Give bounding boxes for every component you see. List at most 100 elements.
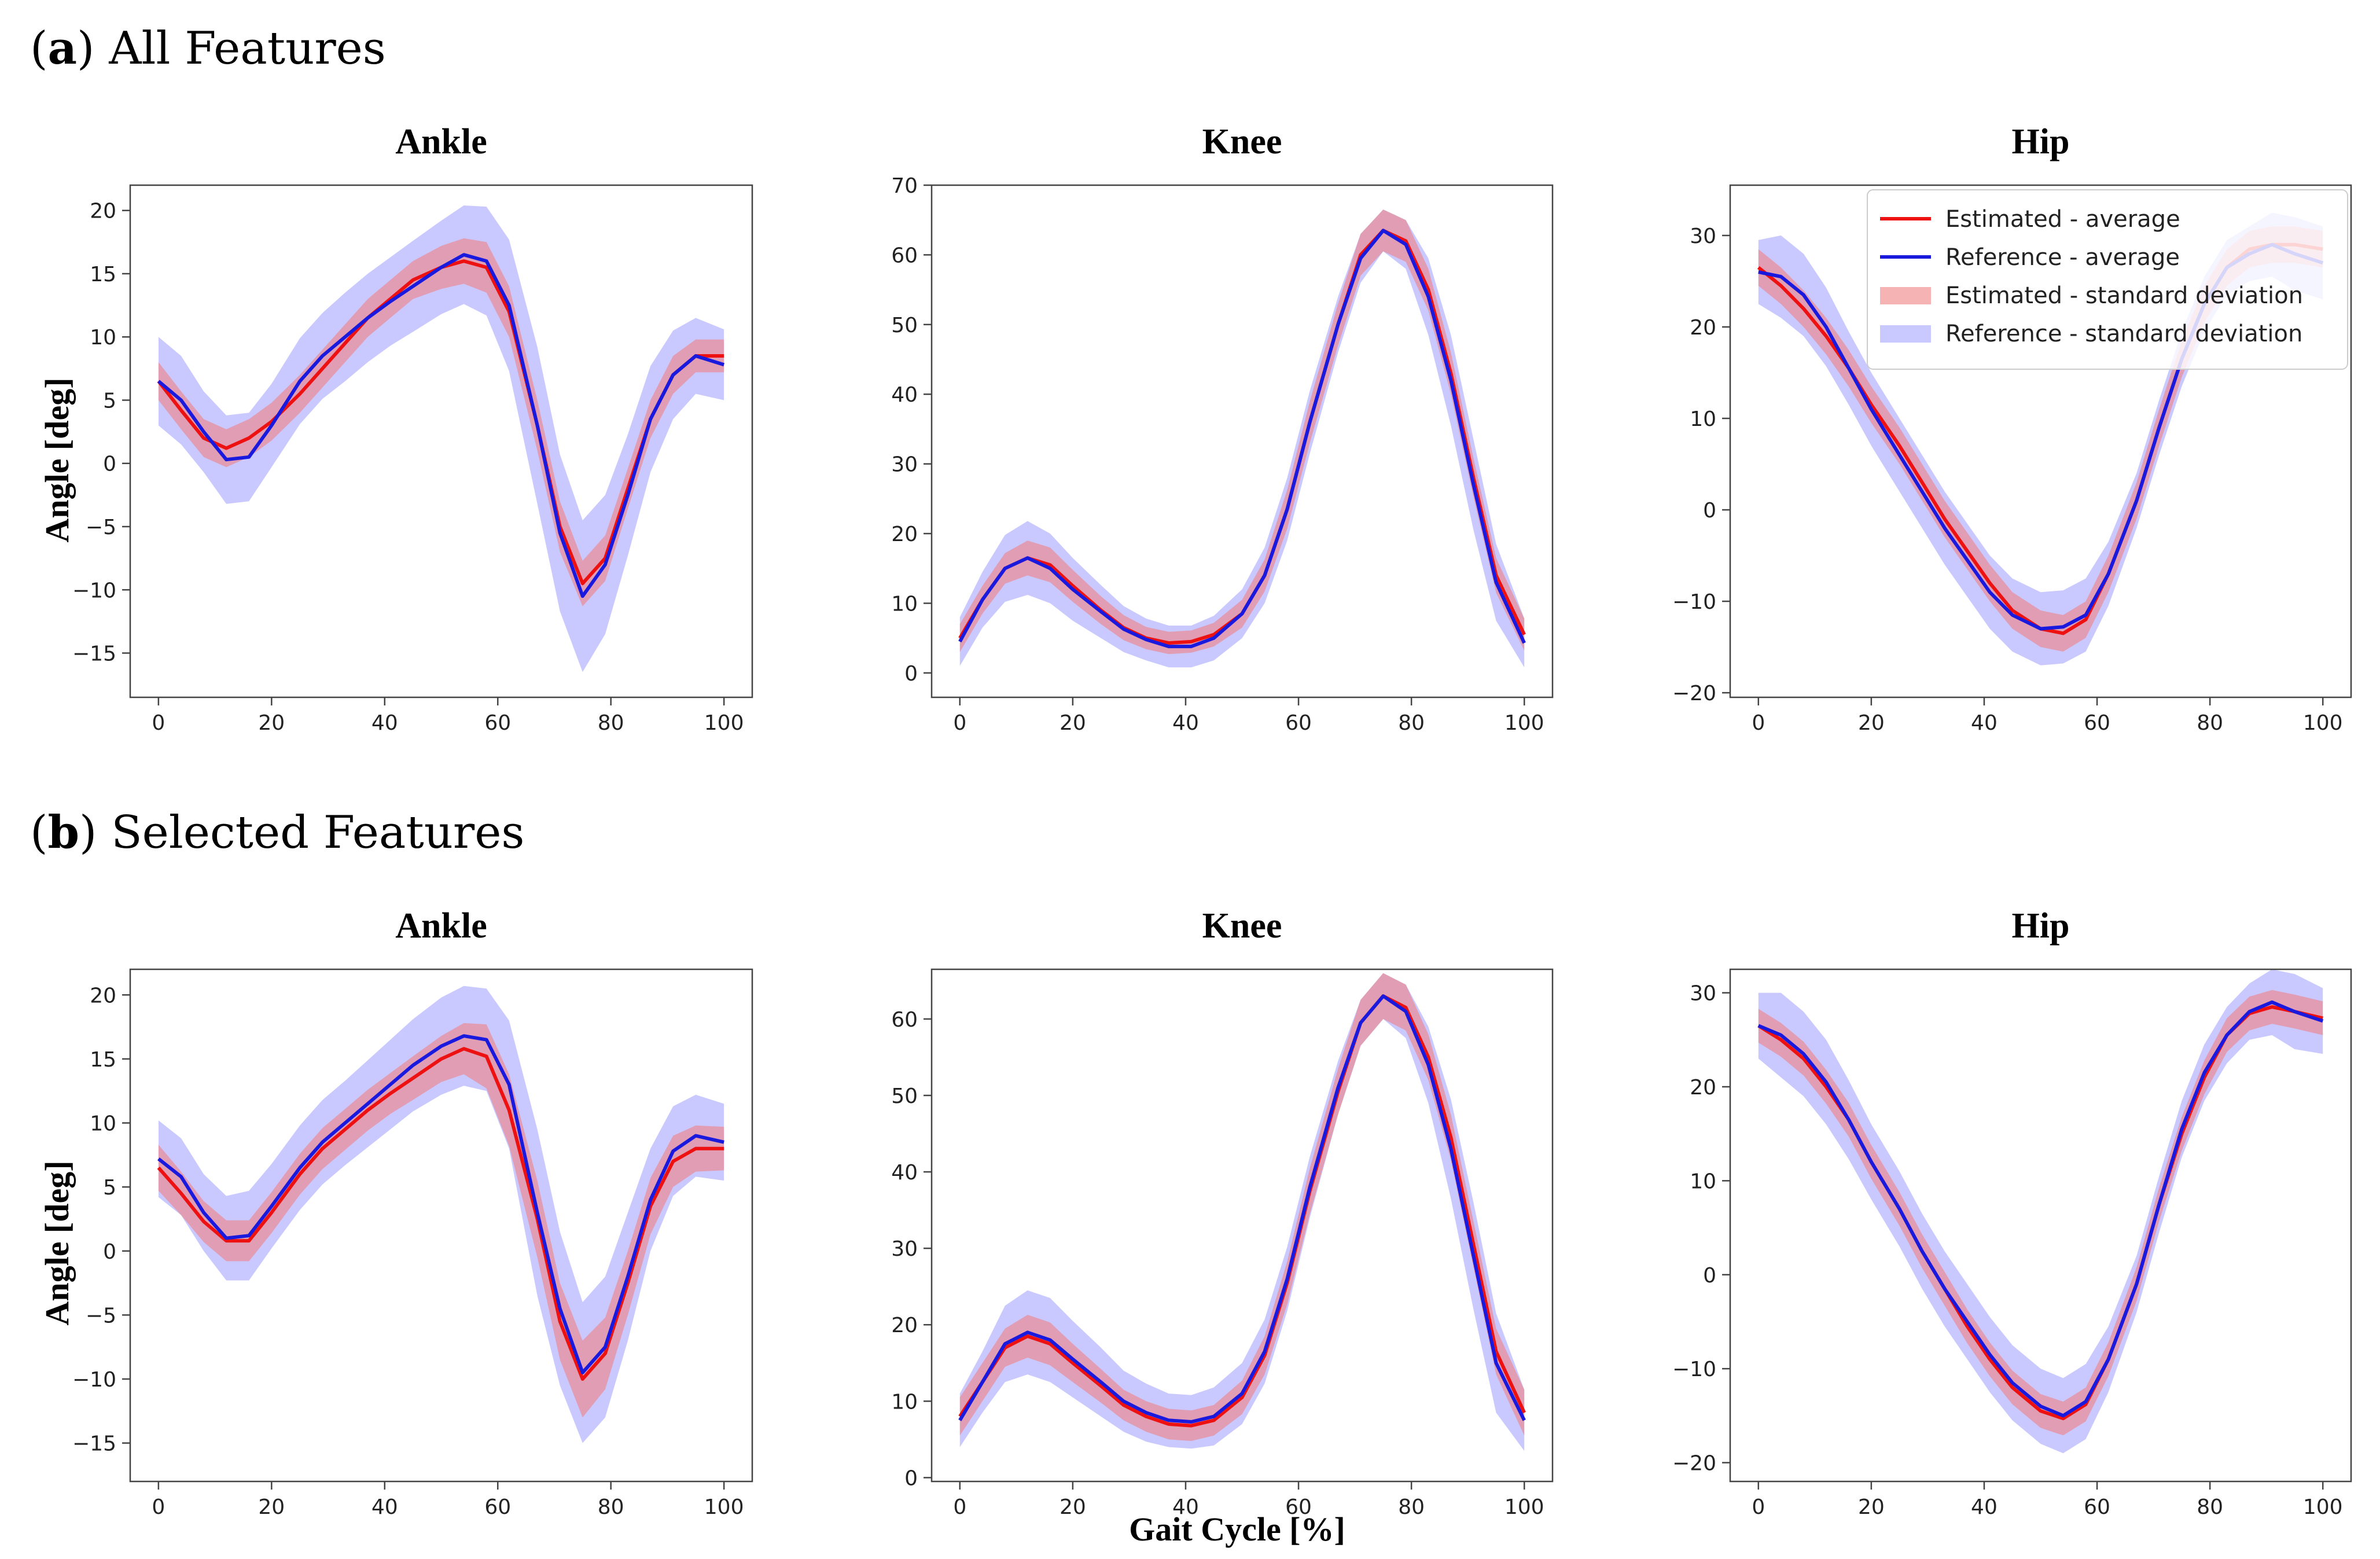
reference-average-line [958, 229, 1526, 649]
x-tick-label: 0 [953, 1495, 966, 1519]
y-axis-label-b: Angle [deg] [38, 1160, 76, 1325]
chart-title: Ankle [395, 906, 487, 946]
x-tick-label: 0 [1752, 711, 1765, 735]
chart-b-ankle: 0 20 40 60 80 100 −15 −10 −5 0 5 10 15 20 Ankle [72, 906, 753, 1519]
x-tick-label: 0 [1752, 1495, 1765, 1519]
plot-frame [129, 184, 753, 698]
legend: Estimated - average Reference - average Es… [1867, 189, 2348, 370]
y-tick-label: 20 [1690, 1076, 1716, 1100]
legend-swatch [1880, 325, 1931, 343]
y-tick-label: 30 [1690, 225, 1716, 248]
y-tick-label: −10 [72, 1368, 116, 1392]
section-a-label: (a) All Features [30, 22, 386, 75]
y-tick-label: 10 [90, 1112, 116, 1136]
y-tick-label: −20 [1672, 1452, 1716, 1476]
chart-title: Knee [1202, 906, 1282, 946]
plot-frame [930, 968, 1554, 1483]
x-tick-label: 80 [598, 711, 624, 735]
chart-title: Knee [1202, 122, 1282, 161]
x-axis-label: Gait Cycle [%] [1129, 1510, 1345, 1548]
y-tick-label: 15 [90, 1048, 116, 1072]
y-tick-label: 60 [891, 244, 918, 267]
y-tick-label: 30 [891, 453, 918, 477]
y-tick-label: −10 [72, 579, 116, 602]
plot-frame [129, 968, 753, 1483]
x-tick-label: 100 [1504, 1495, 1544, 1519]
x-tick-label: 80 [598, 1495, 624, 1519]
legend-label: Reference - standard deviation [1945, 321, 2302, 347]
x-tick-label: 100 [2303, 1495, 2343, 1519]
chart-a-ankle: 0 20 40 60 80 100 −15 −10 −5 0 5 10 15 20 Ankle [72, 122, 753, 735]
x-tick-label: 0 [152, 1495, 165, 1519]
x-tick-label: 20 [1858, 711, 1885, 735]
plot-frame [1729, 184, 2352, 698]
legend-label: Reference - average [1945, 244, 2180, 271]
y-tick-label: 30 [891, 1237, 918, 1261]
y-tick-label: 40 [891, 1161, 918, 1185]
estimated-average-line [958, 994, 1526, 1428]
reference-sd-band [158, 205, 724, 672]
y-tick-label: 10 [90, 326, 116, 350]
legend-box [1867, 189, 2348, 370]
legend-label: Estimated - average [1945, 206, 2180, 233]
y-tick-label: −20 [1672, 682, 1716, 705]
x-tick-label: 60 [1285, 711, 1312, 735]
reference-average-line [1757, 1000, 2324, 1418]
reference-average-line [157, 1034, 724, 1374]
x-tick-label: 60 [2084, 711, 2110, 735]
x-tick-label: 40 [371, 711, 398, 735]
y-tick-label: 20 [891, 523, 918, 546]
y-axis-label-a: Angle [deg] [38, 377, 76, 542]
x-tick-label: 40 [1172, 1495, 1199, 1519]
y-tick-label: 0 [904, 1466, 918, 1490]
chart-b-hip: 0 20 40 60 80 100 −20 −10 0 10 20 30 Hip [1672, 906, 2352, 1519]
y-tick-label: 15 [90, 263, 116, 286]
y-tick-label: 0 [904, 662, 918, 686]
y-tick-label: 5 [103, 1176, 116, 1200]
x-tick-label: 40 [1172, 711, 1199, 735]
reference-sd-band [158, 986, 724, 1443]
x-tick-label: 40 [371, 1495, 398, 1519]
x-tick-label: 40 [1971, 1495, 1998, 1519]
x-tick-label: 20 [258, 1495, 285, 1519]
x-tick-label: 20 [1858, 1495, 1885, 1519]
x-tick-label: 80 [2197, 1495, 2223, 1519]
y-tick-label: 20 [891, 1314, 918, 1337]
y-tick-label: −10 [1672, 1358, 1716, 1381]
chart-b-knee: 0 20 40 60 80 100 0 10 20 30 40 50 60 Knee [891, 906, 1554, 1519]
y-tick-label: −15 [72, 642, 116, 666]
y-tick-label: −5 [86, 516, 116, 539]
y-tick-label: −10 [1672, 590, 1716, 614]
x-tick-label: 20 [258, 711, 285, 735]
y-tick-label: 10 [1690, 407, 1716, 431]
legend-label: Estimated - standard deviation [1945, 282, 2303, 309]
y-tick-label: 70 [891, 174, 918, 198]
section-b-label: (b) Selected Features [30, 806, 524, 859]
chart-a-hip: 0 20 40 60 80 100 −20 −10 0 10 20 30 Hip Estimated - … [1672, 122, 2352, 735]
y-tick-label: 10 [1690, 1170, 1716, 1193]
estimated-sd-band [158, 1023, 724, 1418]
legend-swatch [1880, 287, 1931, 304]
x-tick-label: 60 [484, 711, 511, 735]
x-tick-label: 60 [1285, 1495, 1312, 1519]
reference-average-line [157, 253, 724, 598]
x-tick-label: 60 [484, 1495, 511, 1519]
reference-average-line [958, 994, 1526, 1424]
y-tick-label: 50 [891, 314, 918, 337]
x-tick-label: 20 [1060, 711, 1086, 735]
y-tick-label: 5 [103, 389, 116, 413]
y-tick-label: 0 [103, 1240, 116, 1264]
x-tick-label: 100 [2303, 711, 2343, 735]
section-b-letter: b [47, 806, 79, 859]
x-tick-label: 80 [1398, 1495, 1425, 1519]
y-tick-label: 20 [90, 200, 116, 223]
section-a-text: All Features [108, 23, 386, 75]
y-tick-label: 10 [891, 592, 918, 616]
x-tick-label: 60 [2084, 1495, 2110, 1519]
x-tick-label: 100 [704, 1495, 744, 1519]
x-tick-label: 40 [1971, 711, 1998, 735]
y-tick-label: 10 [891, 1390, 918, 1414]
x-tick-label: 80 [2197, 711, 2223, 735]
